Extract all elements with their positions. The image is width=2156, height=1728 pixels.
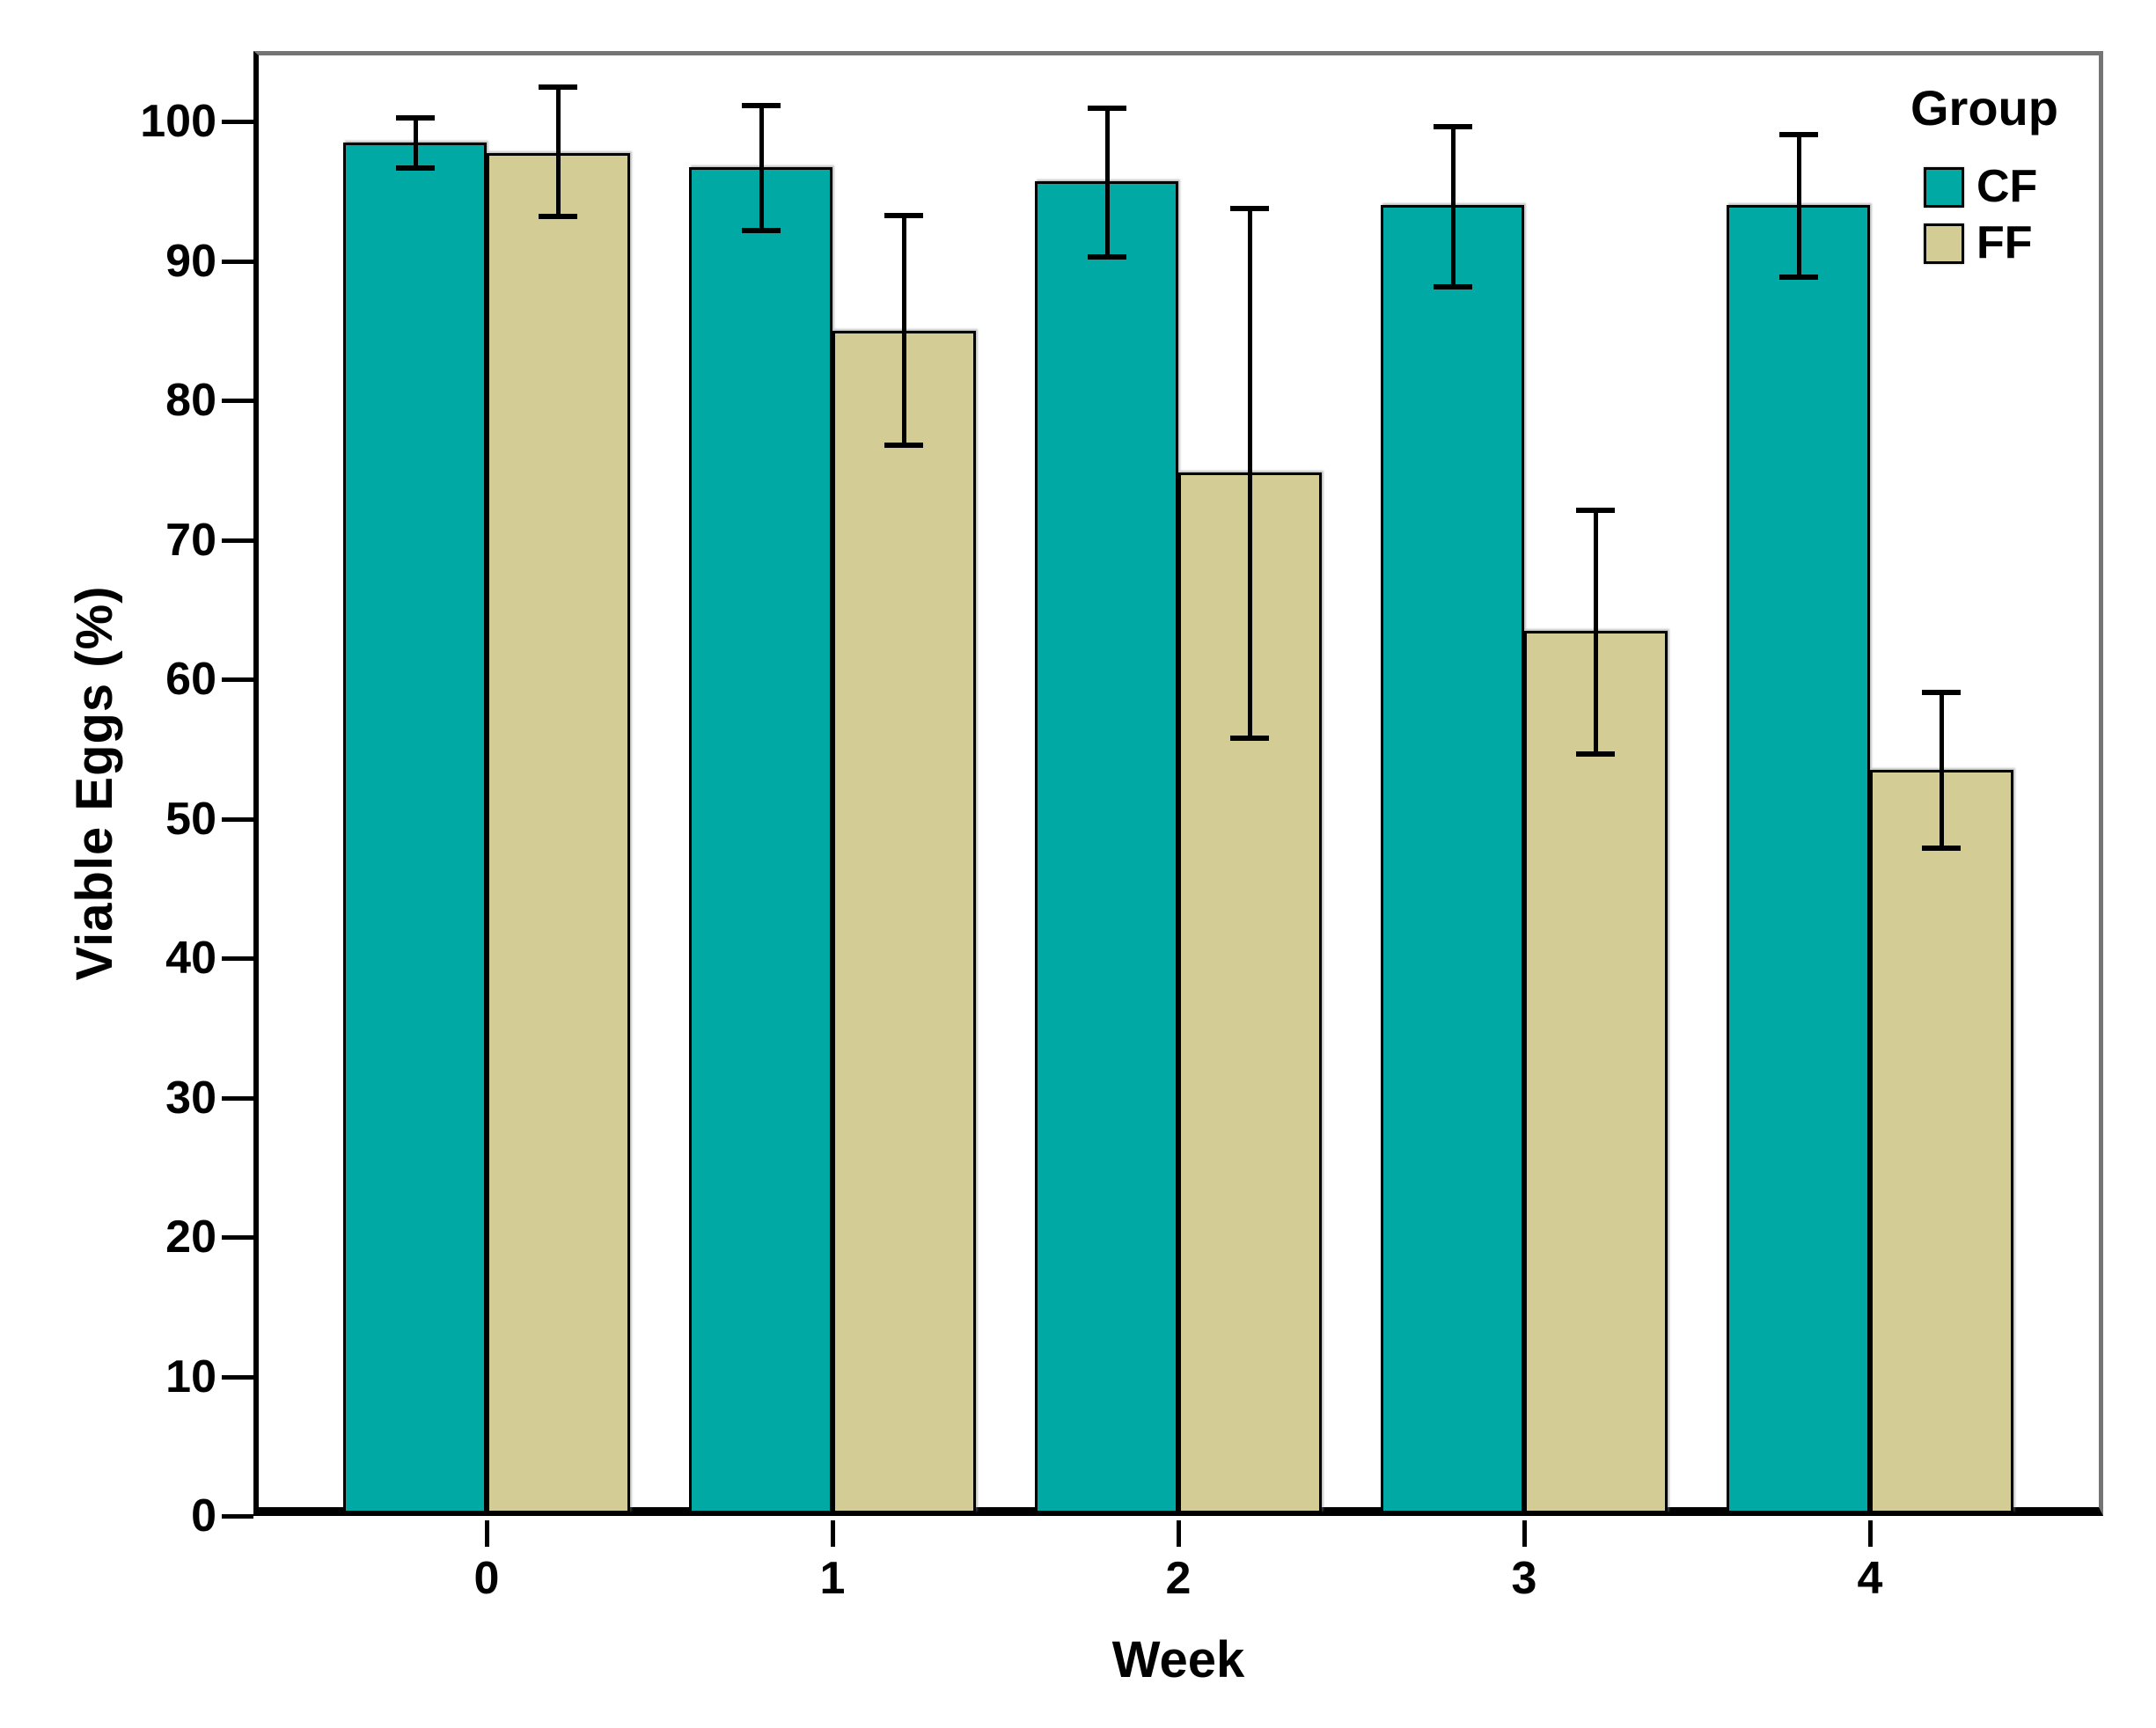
y-tick-mark-50 <box>222 816 253 822</box>
error-bar-ff-week-0 <box>555 86 561 218</box>
error-bar-ff-week-1 <box>901 215 906 447</box>
x-tick-mark-0 <box>484 1520 489 1547</box>
error-bar-ff-week-3-cap-top <box>1576 507 1615 513</box>
x-tick-mark-2 <box>1176 1520 1181 1547</box>
error-bar-cf-week-4-cap-bottom <box>1779 274 1818 280</box>
x-tick-mark-1 <box>830 1520 835 1547</box>
error-bar-ff-week-2 <box>1247 208 1252 740</box>
x-tick-label-4: 4 <box>1857 1553 1883 1604</box>
error-bar-ff-week-3-cap-bottom <box>1576 751 1615 757</box>
legend-title: Group <box>1910 80 2058 135</box>
bar-ff-week-4 <box>1870 770 2013 1513</box>
bar-ff-week-3 <box>1524 630 1668 1513</box>
bar-cf-week-1 <box>689 167 832 1513</box>
y-tick-label-70: 70 <box>165 514 216 566</box>
y-tick-label-40: 40 <box>165 933 216 984</box>
error-bar-cf-week-3 <box>1450 125 1456 288</box>
y-tick-mark-90 <box>222 259 253 264</box>
y-tick-mark-10 <box>222 1374 253 1380</box>
error-bar-ff-week-0-cap-bottom <box>539 214 577 220</box>
y-tick-label-10: 10 <box>165 1351 216 1402</box>
x-tick-label-3: 3 <box>1511 1553 1537 1604</box>
bar-cf-week-2 <box>1035 181 1178 1513</box>
y-tick-mark-100 <box>222 120 253 124</box>
y-tick-mark-40 <box>222 956 253 961</box>
error-bar-cf-week-2-cap-bottom <box>1088 254 1126 260</box>
error-bar-ff-week-4-cap-top <box>1922 690 1961 696</box>
y-tick-mark-70 <box>222 538 253 543</box>
error-bar-ff-week-1-cap-bottom <box>884 443 923 449</box>
bar-ff-week-1 <box>832 330 976 1513</box>
bar-cf-week-3 <box>1381 205 1524 1513</box>
error-bar-cf-week-3-cap-top <box>1434 123 1472 129</box>
error-bar-cf-week-2-cap-top <box>1088 106 1126 112</box>
error-bar-ff-week-1-cap-top <box>884 213 923 219</box>
error-bar-ff-week-0-cap-top <box>539 84 577 91</box>
x-tick-label-2: 2 <box>1165 1553 1192 1604</box>
error-bar-cf-week-4 <box>1796 134 1801 278</box>
error-bar-ff-week-2-cap-top <box>1230 206 1269 212</box>
x-axis-title: Week <box>1111 1631 1245 1688</box>
bar-cf-week-0 <box>343 142 487 1513</box>
y-tick-mark-30 <box>222 1095 253 1101</box>
error-bar-cf-week-0 <box>413 117 418 169</box>
y-tick-label-20: 20 <box>165 1212 216 1263</box>
x-tick-mark-3 <box>1522 1520 1527 1547</box>
y-tick-label-30: 30 <box>165 1072 216 1124</box>
y-tick-mark-0 <box>222 1514 253 1519</box>
x-tick-mark-4 <box>1867 1520 1873 1547</box>
bar-ff-week-0 <box>487 153 630 1513</box>
legend-label-cf: CF <box>1976 161 2038 212</box>
y-tick-label-50: 50 <box>165 793 216 845</box>
error-bar-ff-week-4-cap-bottom <box>1922 846 1961 852</box>
error-bar-cf-week-1-cap-bottom <box>742 228 781 234</box>
legend-swatch-ff <box>1924 223 1964 264</box>
error-bar-cf-week-2 <box>1104 107 1110 259</box>
x-tick-label-1: 1 <box>819 1553 846 1604</box>
error-bar-cf-week-0-cap-top <box>396 115 435 121</box>
x-tick-label-0: 0 <box>473 1553 500 1604</box>
y-tick-label-90: 90 <box>165 235 216 287</box>
error-bar-cf-week-1 <box>759 104 764 232</box>
error-bar-ff-week-4 <box>1939 692 1944 850</box>
error-bar-cf-week-3-cap-bottom <box>1434 283 1472 289</box>
y-tick-mark-80 <box>222 399 253 403</box>
legend: Group CF FF <box>1883 80 2147 267</box>
y-tick-label-60: 60 <box>165 654 216 705</box>
y-tick-mark-20 <box>222 1235 253 1240</box>
legend-label-ff: FF <box>1976 217 2033 268</box>
y-tick-mark-60 <box>222 677 253 682</box>
error-bar-cf-week-4-cap-top <box>1779 132 1818 138</box>
y-tick-label-0: 0 <box>191 1490 216 1541</box>
error-bar-cf-week-1-cap-top <box>742 102 781 108</box>
legend-swatch-cf <box>1924 167 1964 208</box>
bar-cf-week-4 <box>1727 205 1870 1513</box>
y-tick-label-80: 80 <box>165 375 216 426</box>
y-tick-label-100: 100 <box>140 96 216 147</box>
error-bar-ff-week-2-cap-bottom <box>1230 736 1269 742</box>
y-axis-title: Viable Eggs (%) <box>66 585 123 981</box>
error-bar-cf-week-0-cap-bottom <box>396 165 435 171</box>
error-bar-ff-week-3 <box>1593 509 1598 755</box>
